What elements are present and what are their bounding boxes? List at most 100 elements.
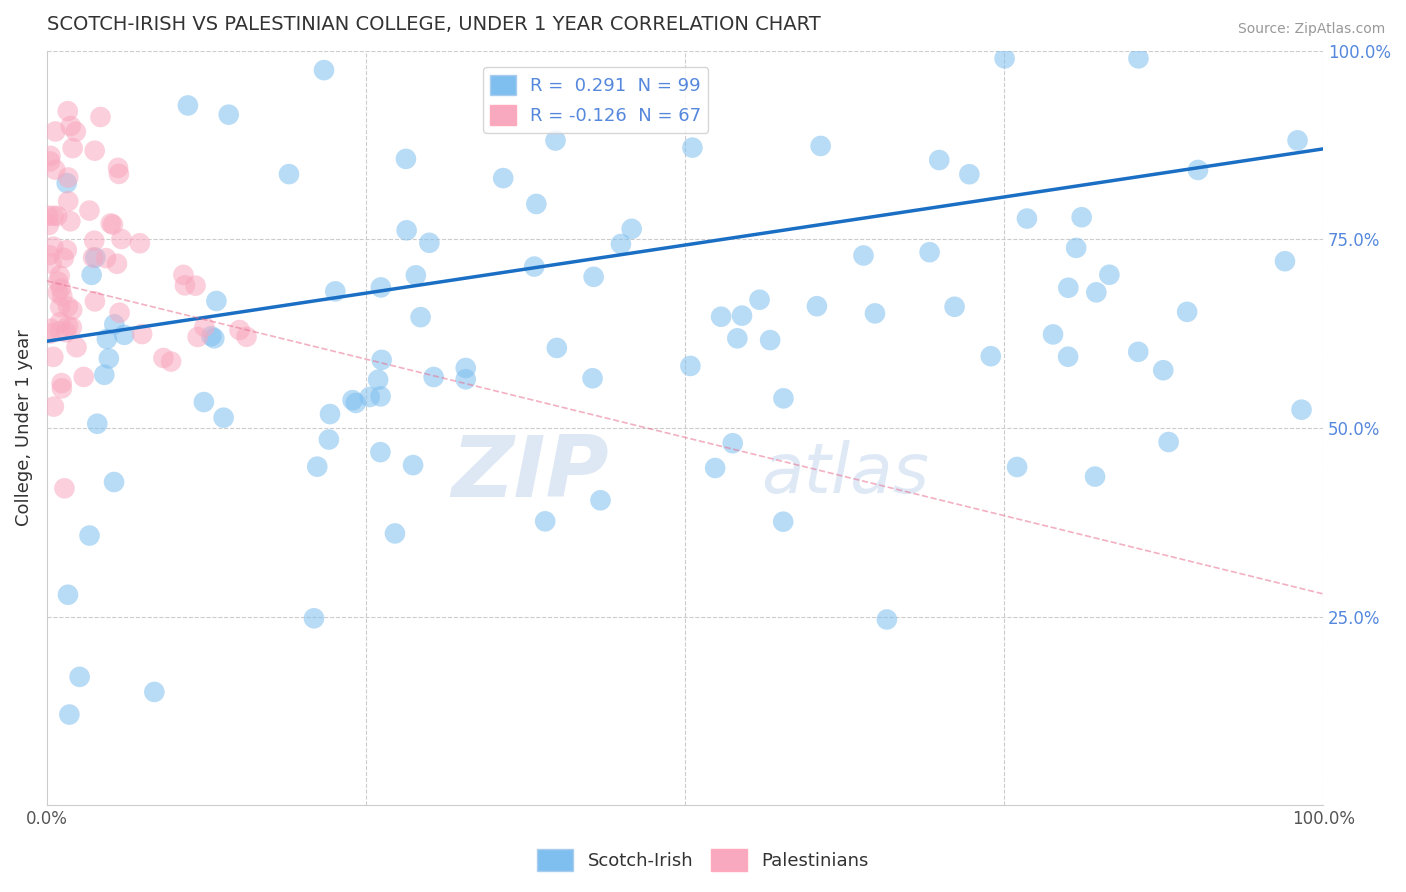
Point (806, 299, 828, 313)
Point (39, 326, 62, 341)
Point (177, 98, 200, 112)
Point (101, 218, 124, 232)
Point (46, 209, 69, 223)
Point (928, 153, 950, 167)
Point (1175, 305, 1198, 319)
Point (582, 269, 605, 284)
Point (620, 222, 643, 236)
Point (97, 351, 120, 366)
Point (59, 119, 82, 133)
Text: SCOTCH-IRISH VS PALESTINIAN COLLEGE, UNDER 1 YEAR CORRELATION CHART: SCOTCH-IRISH VS PALESTINIAN COLLEGE, UND… (46, 15, 821, 34)
Point (82, 251, 104, 265)
Point (56, 194, 79, 209)
Point (42, 350, 65, 364)
Point (93, 368, 115, 382)
Point (128, 236, 150, 251)
Point (957, 167, 980, 181)
Point (80, 268, 103, 282)
Point (359, 390, 381, 404)
Point (342, 393, 364, 408)
Point (107, 161, 129, 175)
Text: ZIP: ZIP (451, 432, 609, 515)
Point (44, 162, 66, 177)
Point (323, 285, 346, 299)
Point (49, 315, 72, 329)
Point (772, 515, 794, 529)
Point (103, 475, 125, 489)
Point (1042, 327, 1064, 342)
Point (523, 260, 546, 274)
Point (44, 124, 66, 138)
Point (759, 333, 782, 347)
Point (492, 171, 515, 186)
Point (405, 268, 427, 283)
Y-axis label: College, Under 1 year: College, Under 1 year (15, 329, 32, 526)
Point (56, 319, 79, 334)
Point (679, 359, 702, 373)
Point (319, 407, 342, 421)
Point (56, 243, 79, 257)
Point (108, 167, 131, 181)
Point (307, 459, 329, 474)
Point (38, 218, 60, 232)
Point (173, 278, 195, 293)
Point (37, 209, 59, 223)
Point (610, 236, 633, 251)
Point (370, 280, 392, 294)
Point (1070, 211, 1092, 225)
Point (83, 294, 105, 309)
Point (152, 351, 174, 365)
Point (454, 372, 477, 386)
Point (370, 389, 392, 403)
Point (65, 125, 87, 139)
Point (1286, 133, 1309, 147)
Point (370, 352, 392, 367)
Point (534, 514, 557, 528)
Point (1152, 363, 1174, 377)
Point (1128, 344, 1150, 359)
Point (218, 108, 240, 122)
Legend: R =  0.291  N = 99, R = -0.126  N = 67: R = 0.291 N = 99, R = -0.126 N = 67 (484, 68, 709, 133)
Point (876, 612, 898, 626)
Point (1157, 435, 1180, 450)
Point (38, 248, 60, 262)
Point (58, 170, 80, 185)
Point (108, 306, 131, 320)
Point (302, 611, 325, 625)
Point (112, 327, 135, 342)
Point (46, 285, 69, 300)
Point (1187, 163, 1209, 178)
Point (184, 278, 207, 293)
Point (58, 707, 80, 722)
Point (39, 154, 62, 169)
Point (1005, 460, 1028, 475)
Point (131, 326, 153, 341)
Point (1015, 211, 1038, 226)
Point (589, 493, 612, 508)
Point (384, 526, 406, 541)
Point (55, 176, 77, 190)
Point (69, 670, 91, 684)
Point (524, 197, 547, 211)
Point (1291, 402, 1313, 417)
Point (1084, 469, 1107, 483)
Point (83, 144, 105, 158)
Point (187, 330, 209, 344)
Point (1064, 241, 1087, 255)
Point (105, 257, 128, 271)
Point (56, 104, 79, 119)
Point (994, 51, 1017, 65)
Point (79, 528, 101, 542)
Point (980, 349, 1002, 363)
Point (725, 331, 748, 345)
Point (84, 251, 107, 265)
Point (710, 310, 733, 324)
Point (370, 445, 392, 459)
Point (83, 234, 105, 248)
Point (103, 318, 125, 332)
Point (212, 410, 235, 425)
Point (89, 110, 111, 124)
Point (278, 167, 301, 181)
Point (772, 392, 794, 406)
Point (1274, 254, 1296, 268)
